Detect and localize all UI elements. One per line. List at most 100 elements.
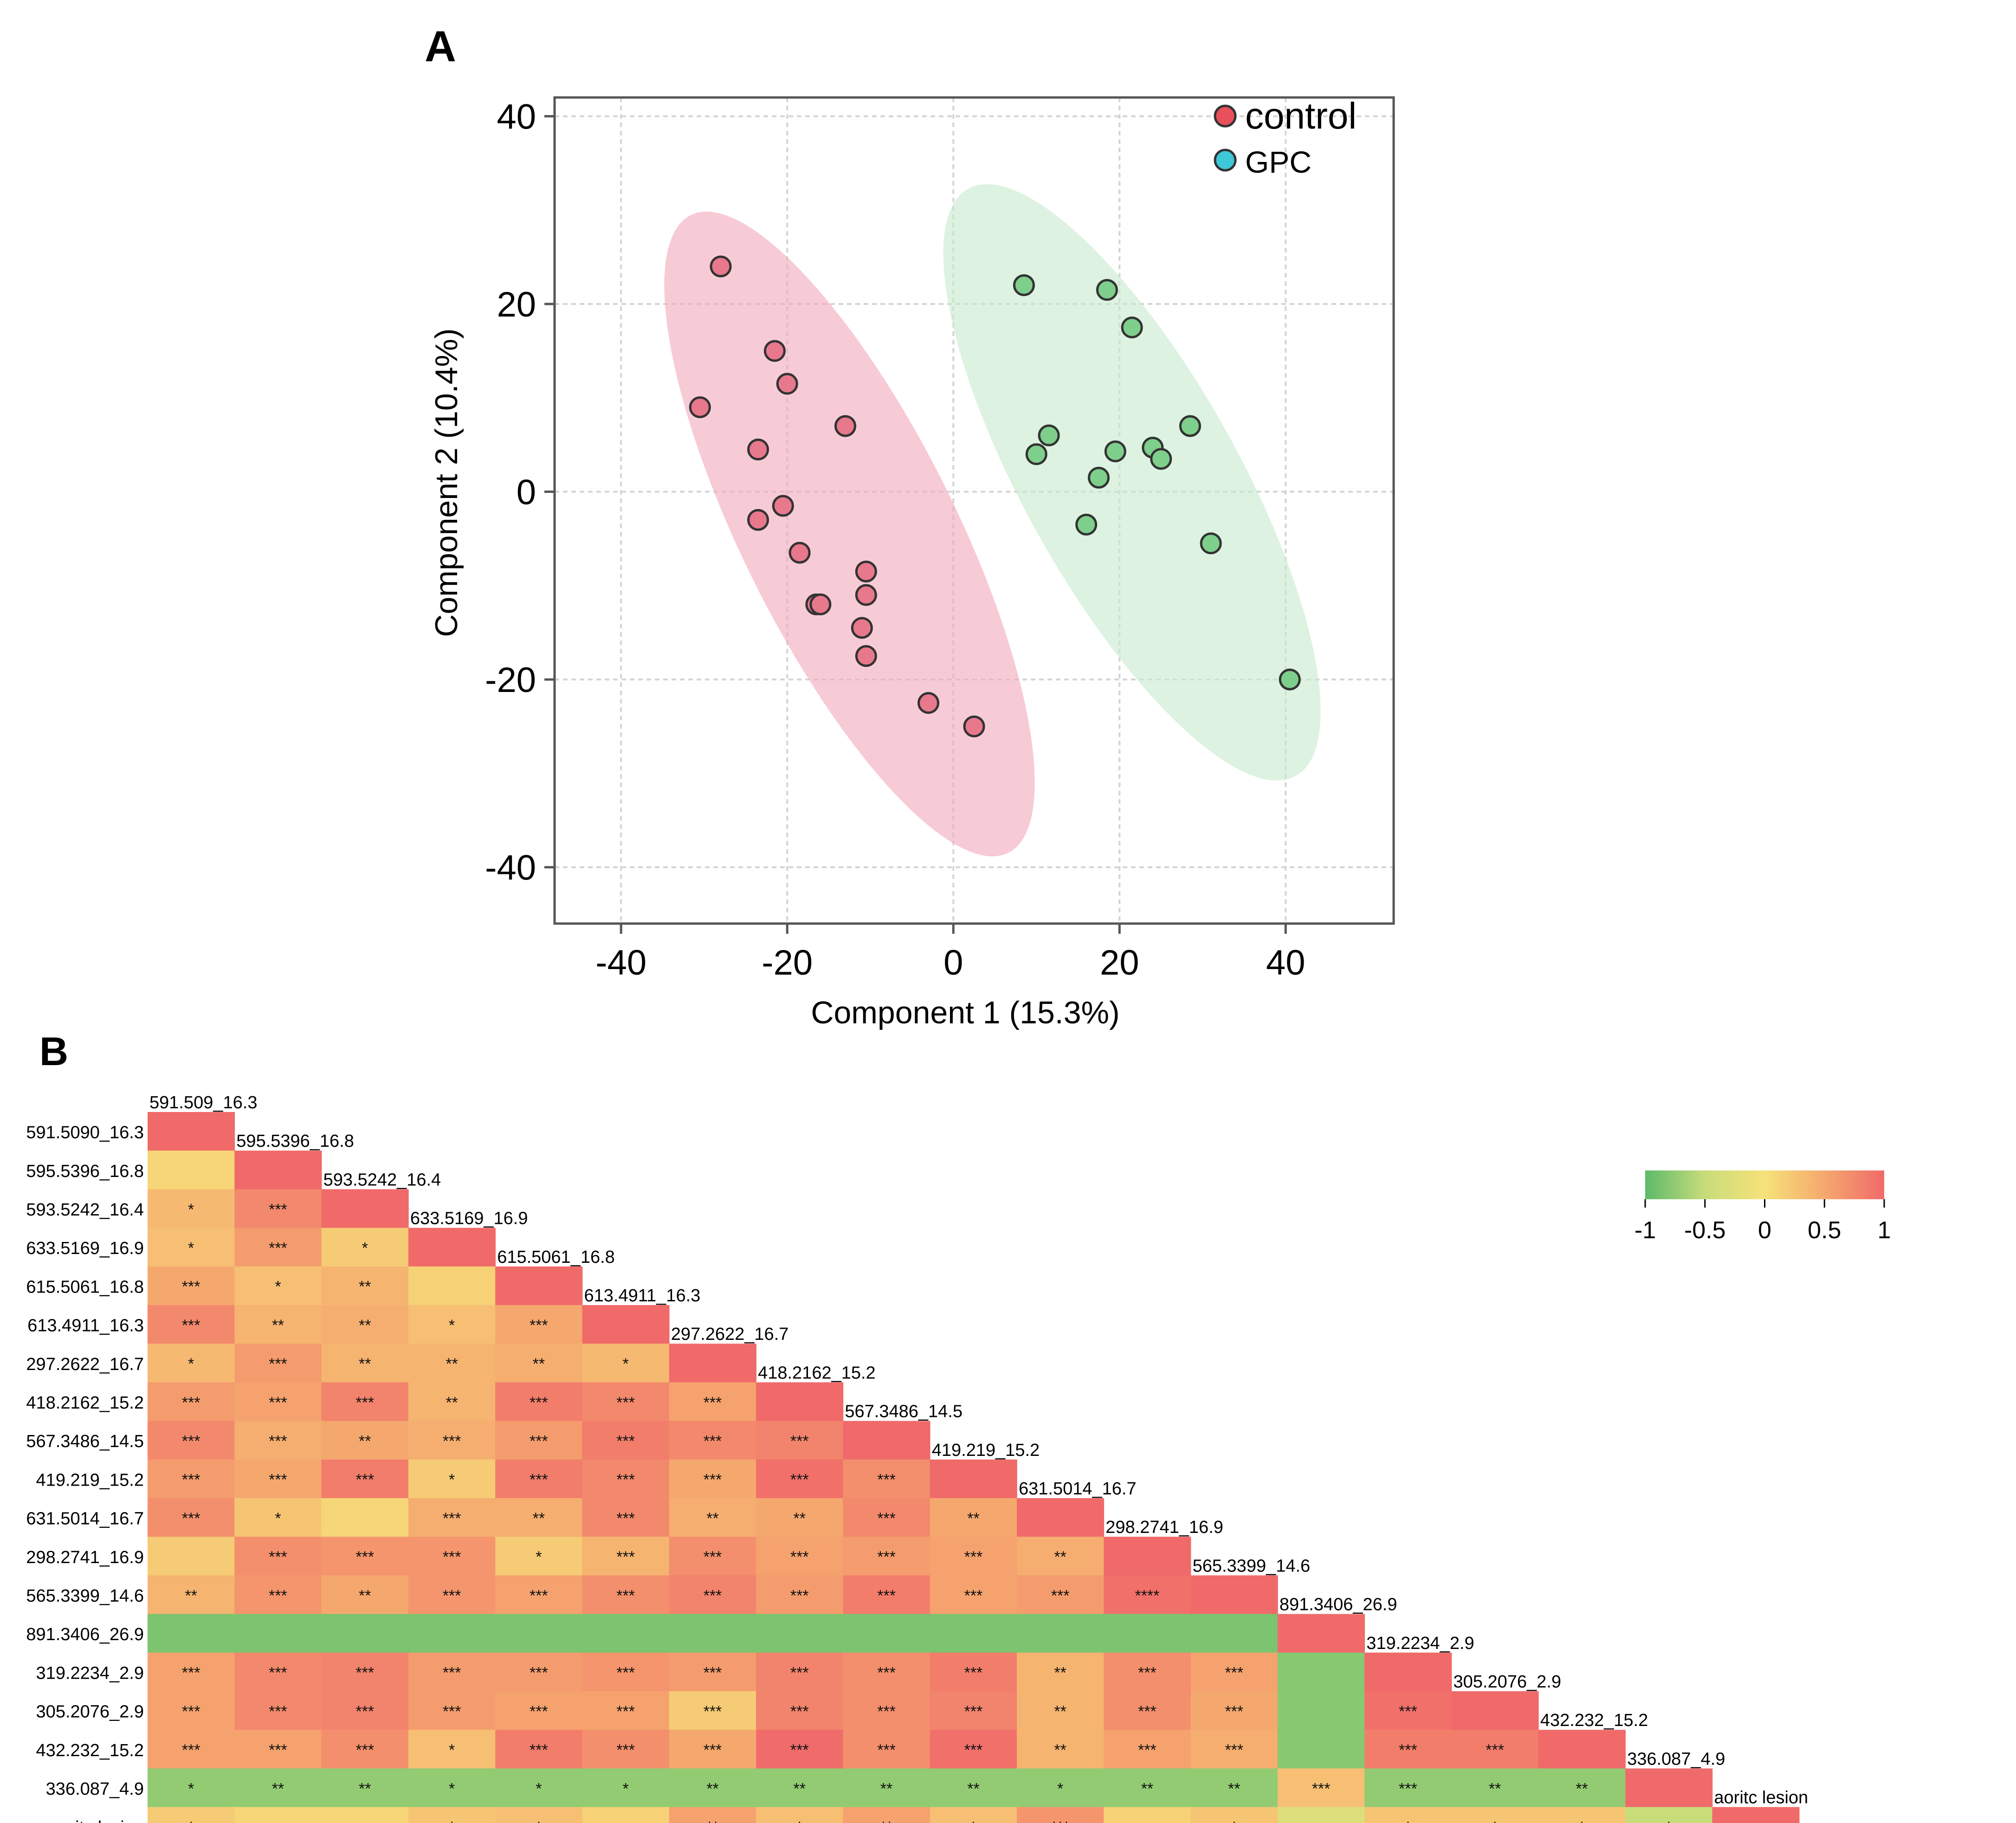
heatmap-diagonal-label: 567.3486_14.5 (845, 1402, 963, 1422)
heatmap-cell (148, 1459, 235, 1499)
scatter-frame (553, 96, 1395, 925)
heatmap-row-label: 595.5396_16.8 (26, 1162, 144, 1181)
heatmap-cell (148, 1691, 235, 1730)
significance-star: * (188, 1355, 194, 1373)
significance-star: *** (616, 1394, 635, 1411)
heatmap-cell (408, 1344, 496, 1383)
correlation-heatmap: * **** *** **** * ***** ** ** * **** *** ** ** ** ****… (26, 1093, 1808, 1823)
heatmap-cell (234, 1498, 322, 1537)
significance-star: *** (355, 1703, 374, 1720)
heatmap-cell (321, 1498, 409, 1537)
gpc-confidence-ellipse (943, 184, 1321, 781)
significance-star: *** (530, 1317, 548, 1334)
heatmap-cell (1277, 1614, 1365, 1653)
significance-star: * (1231, 1819, 1237, 1823)
heatmap-diagonal-label: 593.5242_16.4 (323, 1170, 441, 1189)
significance-star: *** (182, 1471, 200, 1489)
y-tick-label: -20 (485, 660, 536, 700)
significance-star: *** (790, 1433, 809, 1450)
heatmap-cell (930, 1652, 1017, 1692)
significance-star: *** (616, 1664, 635, 1682)
heatmap-cell (148, 1537, 235, 1576)
heatmap-cell (1451, 1807, 1539, 1823)
gpc-point (1013, 274, 1035, 297)
heatmap-cell (408, 1421, 496, 1460)
heatmap-cell (756, 1537, 844, 1576)
scatter-plot: -40 -20 0 20 40 -40 -20 0 20 40 control GPC Compon… (429, 95, 1395, 1030)
significance-star: * (188, 1240, 194, 1257)
heatmap-cell (1277, 1768, 1365, 1808)
heatmap-cell (1538, 1768, 1626, 1808)
heatmap-cell (669, 1382, 756, 1422)
heatmap-cell (1190, 1730, 1278, 1769)
heatmap-cell (756, 1614, 844, 1653)
heatmap-diagonal-label: 591.509_16.3 (149, 1093, 257, 1112)
significance-star: *** (616, 1703, 635, 1720)
significance-star: * (796, 1819, 802, 1823)
control-point (855, 645, 877, 667)
heatmap-cell (234, 1652, 322, 1692)
significance-star: *** (877, 1548, 896, 1566)
heatmap-cell (843, 1498, 930, 1537)
heatmap-cell (930, 1614, 1017, 1653)
heatmap-cell (1104, 1691, 1191, 1730)
significance-star: ** (272, 1317, 284, 1334)
heatmap-cell (843, 1768, 930, 1808)
significance-star: * (449, 1741, 455, 1759)
heatmap-diagonal-label: 432.232_15.2 (1540, 1711, 1648, 1730)
heatmap-row-label: 615.5061_16.8 (26, 1277, 144, 1297)
heatmap-cell (148, 1228, 235, 1267)
gpc-point (1038, 424, 1060, 446)
significance-star: *** (877, 1664, 896, 1682)
heatmap-cell (930, 1730, 1017, 1769)
heatmap-cell (408, 1228, 496, 1267)
heatmap-cell (1017, 1730, 1105, 1769)
significance-star: *** (182, 1433, 200, 1450)
heatmap-diagonal-label: 298.2741_16.9 (1105, 1518, 1223, 1537)
heatmap-cell (1451, 1691, 1539, 1730)
heatmap-row-label: 432.232_15.2 (36, 1741, 144, 1760)
heatmap-cell (234, 1344, 322, 1383)
heatmap-cell (408, 1459, 496, 1499)
heatmap-cell (843, 1459, 930, 1499)
heatmap-diagonal-label: 595.5396_16.8 (236, 1131, 354, 1151)
heatmap-cell (148, 1614, 235, 1653)
heatmap-cell (234, 1575, 322, 1615)
heatmap-cell (669, 1807, 756, 1823)
heatmap-cell (234, 1768, 322, 1808)
heatmap-cell (321, 1228, 409, 1267)
heatmap-row-label: 319.2234_2.9 (36, 1663, 144, 1683)
heatmap-cell (1190, 1614, 1278, 1653)
significance-star: *** (269, 1703, 287, 1720)
heatmap-cell (234, 1614, 322, 1653)
heatmap-cell (495, 1305, 583, 1344)
heatmap-cell (408, 1730, 496, 1769)
heatmap-diagonal-label: 631.5014_16.7 (1019, 1479, 1137, 1499)
heatmap-diagonal-label: aoritc lesion (1714, 1788, 1808, 1808)
heatmap-cell (234, 1807, 322, 1823)
significance-star: *** (1051, 1819, 1070, 1823)
heatmap-cell (495, 1768, 583, 1808)
heatmap-cell (234, 1189, 322, 1228)
colorbar-tick-label: 0 (1758, 1217, 1771, 1244)
control-point (809, 593, 832, 615)
heatmap-diagonal-label: 565.3399_14.6 (1193, 1556, 1311, 1576)
heatmap-row-label: 591.5090_16.3 (26, 1123, 144, 1143)
colorbar-gradient (1645, 1170, 1884, 1199)
heatmap-cell (148, 1421, 235, 1460)
significance-star: * (536, 1548, 542, 1566)
heatmap-cell (234, 1266, 322, 1306)
heatmap-cell (1538, 1730, 1626, 1769)
significance-star: ** (706, 1510, 718, 1527)
significance-star: ** (880, 1819, 892, 1823)
significance-star: *** (443, 1703, 461, 1720)
significance-star: *** (182, 1510, 200, 1527)
significance-star: *** (964, 1664, 982, 1682)
heatmap-diagonal-label: 615.5061_16.8 (497, 1248, 615, 1267)
heatmap-cell (582, 1382, 670, 1422)
heatmap-cell (495, 1691, 583, 1730)
significance-star: *** (877, 1510, 896, 1527)
significance-star: *** (704, 1741, 722, 1759)
heatmap-cell (321, 1382, 409, 1422)
